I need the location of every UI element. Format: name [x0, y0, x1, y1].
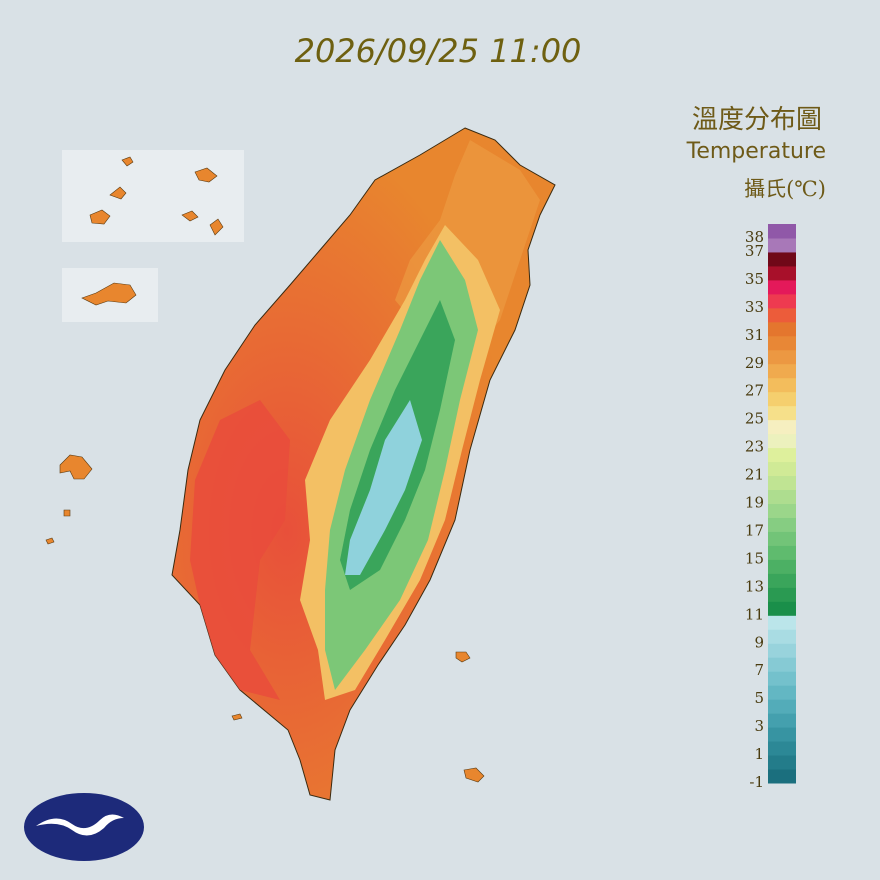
- legend-tick-label: 33: [745, 298, 764, 316]
- legend-swatch: [768, 391, 796, 407]
- legend-tick-label: 31: [745, 326, 764, 344]
- legend-swatch: [768, 727, 796, 742]
- legend-swatch: [768, 741, 796, 756]
- legend-swatch: [768, 559, 796, 574]
- legend-title: 溫度分布圖: [692, 105, 822, 135]
- legend-swatch: [768, 769, 796, 784]
- timestamp: 2026/09/25 11:00: [295, 32, 582, 70]
- green-island: [455, 651, 471, 663]
- legend-swatch: [768, 489, 796, 504]
- legend-swatch: [768, 657, 796, 672]
- legend-swatch: [768, 671, 796, 686]
- legend-swatch: [768, 601, 796, 616]
- legend-swatch: [768, 307, 796, 323]
- legend-tick-label: 11: [745, 605, 764, 623]
- legend-swatch: [768, 517, 796, 532]
- legend-swatch: [768, 531, 796, 546]
- legend-swatch: [768, 755, 796, 770]
- legend-unit: 攝氏(℃): [744, 177, 826, 201]
- matsu-islands: [89, 156, 224, 236]
- legend-swatch: [768, 629, 796, 644]
- legend-swatch: [768, 237, 796, 253]
- legend-swatch: [768, 293, 796, 309]
- legend-tick-label: 38: [745, 228, 764, 246]
- legend-swatch: [768, 713, 796, 728]
- penghu: [45, 454, 93, 545]
- peak-zone: [345, 400, 422, 575]
- hot-zone: [190, 400, 290, 700]
- legend-tick-label: 23: [745, 438, 764, 456]
- legend-tick-label: 27: [745, 382, 764, 400]
- legend-swatch: [768, 447, 796, 463]
- legend-swatch: [768, 265, 796, 281]
- legend-swatch: [768, 545, 796, 560]
- logo: [24, 793, 144, 861]
- legend-swatch: [768, 251, 796, 267]
- legend-swatch: [768, 615, 796, 630]
- legend-swatch: [768, 685, 796, 700]
- legend-swatch: [768, 699, 796, 714]
- legend-tick-label: 3: [754, 717, 764, 735]
- legend-swatch: [768, 433, 796, 449]
- legend-swatch: [768, 503, 796, 518]
- small-island: [231, 713, 243, 721]
- legend-tick-label: 5: [754, 689, 764, 707]
- outlying-islands: [45, 156, 485, 783]
- legend-swatch: [768, 587, 796, 602]
- legend-swatch: [768, 643, 796, 658]
- legend-tick-label: 15: [745, 549, 764, 567]
- legend-tick-label: 25: [745, 410, 764, 428]
- legend-swatch: [768, 461, 796, 477]
- legend-swatch: [768, 377, 796, 393]
- legend-subtitle: Temperature: [686, 139, 826, 164]
- legend-swatch: [768, 419, 796, 435]
- legend-tick-label: 35: [745, 270, 764, 288]
- legend-tick-label: 21: [745, 466, 764, 484]
- legend-swatch: [768, 349, 796, 365]
- legend-swatch: [768, 573, 796, 588]
- legend-swatch: [768, 475, 796, 491]
- legend-tick-label: 19: [745, 494, 764, 512]
- legend-swatch: [768, 363, 796, 379]
- legend-tick-label: 9: [754, 633, 764, 651]
- legend-swatch: [768, 321, 796, 337]
- orchid-island: [463, 767, 485, 783]
- logo-wave: [36, 814, 124, 836]
- kinmen: [81, 282, 137, 306]
- legend-swatch: [768, 405, 796, 421]
- legend-tick-label: -1: [749, 773, 764, 791]
- legend-tick-label: 1: [754, 745, 764, 763]
- legend-swatch: [768, 335, 796, 351]
- legend-swatch: [768, 224, 796, 239]
- legend-tick-label: 29: [745, 354, 764, 372]
- legend-tick-label: 7: [754, 661, 764, 679]
- legend-swatch: [768, 279, 796, 295]
- legend-tick-label: 37: [745, 242, 764, 260]
- legend-tick-label: 13: [745, 577, 764, 595]
- legend-tick-label: 17: [745, 521, 764, 539]
